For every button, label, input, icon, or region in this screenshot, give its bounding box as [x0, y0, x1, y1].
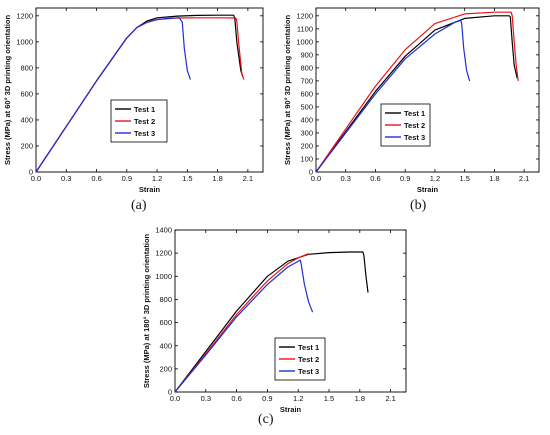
y-tick-label: 1100	[297, 24, 313, 33]
series-line-1	[35, 14, 244, 173]
y-axis-title: Stress (MPa) at 60° 3D printing orientat…	[3, 15, 12, 166]
x-tick-label: 0.0	[31, 174, 41, 183]
x-tick-label: 1.8	[489, 174, 499, 183]
panel-label-c: (c)	[258, 412, 274, 427]
y-tick-label: 800	[159, 295, 172, 304]
x-tick-label: 0.9	[400, 174, 410, 183]
y-tick-label: 600	[20, 90, 33, 99]
series-line-2	[315, 11, 519, 173]
y-tick-label: 900	[300, 50, 313, 59]
x-axis-title: Strain	[139, 185, 161, 194]
x-tick-label: 0.9	[122, 174, 132, 183]
y-tick-label: 1200	[296, 11, 313, 20]
x-tick-label: 0.3	[341, 174, 351, 183]
x-axis-title: Strain	[417, 185, 439, 194]
x-tick-label: 0.9	[262, 394, 272, 403]
y-tick-label: 600	[159, 318, 172, 327]
y-axis-title: Stress (MPa) at 90° 3D printing orientat…	[283, 15, 292, 166]
legend-label: Test 1	[404, 109, 425, 118]
x-tick-label: 2.1	[385, 394, 395, 403]
y-tick-label: 0	[168, 388, 172, 397]
series-line-3	[174, 259, 314, 393]
x-tick-label: 0.6	[370, 174, 380, 183]
series-line-3	[35, 17, 191, 173]
y-tick-label: 1200	[16, 11, 33, 20]
legend-label: Test 3	[298, 367, 319, 376]
y-tick-label: 200	[159, 364, 172, 373]
x-axis-title: Strain	[280, 405, 302, 414]
plot-frame	[174, 229, 407, 393]
x-tick-label: 0.3	[201, 394, 211, 403]
x-tick-label: 1.5	[459, 174, 469, 183]
legend-label: Test 2	[404, 121, 425, 130]
y-tick-label: 600	[300, 90, 313, 99]
y-tick-label: 700	[300, 76, 313, 85]
y-tick-label: 1000	[155, 272, 172, 281]
legend-box	[380, 103, 431, 147]
legend-label: Test 3	[134, 129, 155, 138]
x-tick-label: 1.2	[430, 174, 440, 183]
series-line-1	[315, 15, 518, 173]
x-tick-label: 1.5	[182, 174, 192, 183]
series-line-1	[174, 251, 369, 393]
chart-c: 0.0 0.3 0.6 0.9 1.2 1.5 1.8 2.1 0 200 400 600 800 100…	[142, 226, 407, 414]
x-tick-label: 0.3	[61, 174, 71, 183]
y-tick-label: 100	[300, 155, 313, 164]
legend-label: Test 1	[134, 105, 155, 114]
y-tick-label: 1400	[155, 226, 172, 235]
chart-a: 0.0 0.3 0.6 0.9 1.2 1.5 1.8 2.1 0 200 400 600 800 100…	[3, 7, 264, 194]
y-axis-title: Stress (MPa) at 180° 3D printing orienta…	[142, 233, 151, 388]
y-tick-label: 200	[20, 142, 33, 151]
y-tick-label: 0	[309, 168, 313, 177]
legend-label: Test 1	[298, 343, 319, 352]
x-tick-label: 2.1	[519, 174, 529, 183]
series-line-2	[174, 253, 309, 393]
legend-label: Test 2	[298, 355, 319, 364]
y-tick-label: 800	[300, 63, 313, 72]
y-tick-label: 400	[20, 116, 33, 125]
panel-label-a: (a)	[131, 198, 147, 213]
x-tick-label: 0.0	[311, 174, 321, 183]
x-tick-label: 1.8	[212, 174, 222, 183]
y-tick-label: 1000	[296, 37, 313, 46]
y-tick-label: 200	[300, 142, 313, 151]
x-tick-label: 1.2	[293, 394, 303, 403]
y-tick-label: 1000	[16, 37, 33, 46]
x-tick-label: 0.0	[170, 394, 180, 403]
y-tick-label: 400	[159, 341, 172, 350]
y-tick-label: 800	[20, 63, 33, 72]
chart-b: 0.0 0.3 0.6 0.9 1.2 1.5 1.8 2.1 0 100 200 300 400 500…	[283, 7, 540, 194]
series-line-3	[315, 19, 471, 173]
y-tick-label: 0	[29, 168, 33, 177]
legend-label: Test 3	[404, 133, 425, 142]
plot-frame	[315, 7, 540, 173]
legend-label: Test 2	[134, 117, 155, 126]
panel-label-b: (b)	[410, 198, 427, 213]
x-tick-label: 1.8	[355, 394, 365, 403]
plot-frame	[35, 7, 264, 173]
series-line-2	[35, 17, 245, 173]
x-tick-label: 0.6	[231, 394, 241, 403]
x-tick-label: 1.5	[324, 394, 334, 403]
x-tick-label: 1.2	[152, 174, 162, 183]
y-tick-label: 1200	[155, 249, 172, 258]
x-tick-label: 0.6	[91, 174, 101, 183]
y-tick-label: 400	[300, 116, 313, 125]
x-tick-label: 2.1	[243, 174, 253, 183]
y-tick-label: 500	[300, 103, 313, 112]
y-tick-label: 300	[300, 129, 313, 138]
